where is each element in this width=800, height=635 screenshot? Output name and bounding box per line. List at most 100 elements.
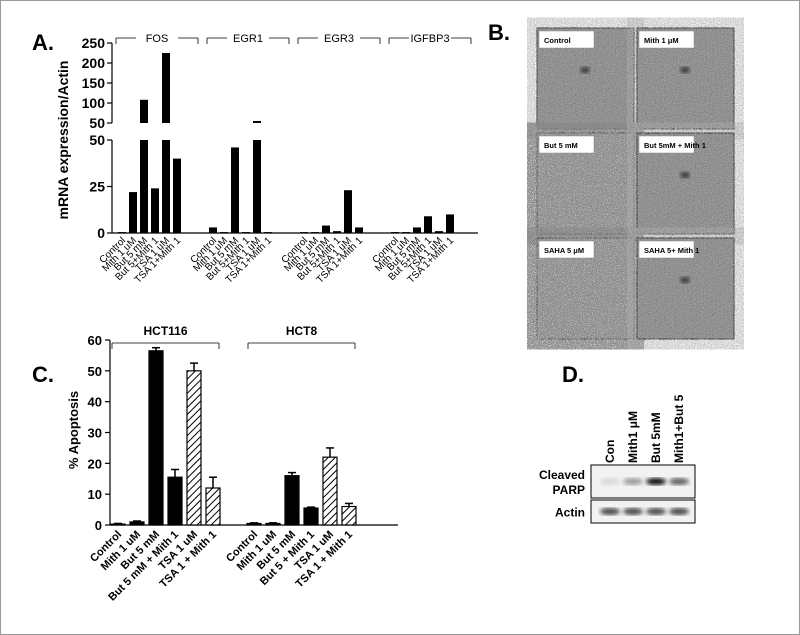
panel-letter: A. bbox=[32, 30, 54, 55]
micrograph-spot bbox=[680, 172, 690, 178]
bar bbox=[220, 232, 228, 233]
blot-band bbox=[600, 508, 620, 515]
bar bbox=[300, 232, 308, 233]
group-label: HCT116 bbox=[143, 324, 187, 338]
y-tick-label: 200 bbox=[82, 55, 106, 71]
bar bbox=[355, 227, 363, 233]
bar bbox=[303, 507, 319, 526]
blot-row-label: PARP bbox=[553, 483, 585, 497]
micrograph-label: But 5mM + Mith 1 bbox=[644, 141, 706, 150]
micrograph-label: SAHA 5+ Mith 1 bbox=[644, 246, 699, 255]
blot-row-label: Actin bbox=[555, 506, 585, 520]
bar bbox=[129, 192, 137, 233]
bar bbox=[322, 225, 330, 233]
y-tick-label: 0 bbox=[97, 225, 105, 241]
legend-label: IGFBP3 bbox=[410, 33, 449, 45]
y-tick-label: 0 bbox=[95, 518, 102, 533]
micrograph-label-box bbox=[538, 240, 595, 259]
bar bbox=[333, 231, 341, 233]
bar bbox=[253, 140, 261, 233]
micrograph-spot bbox=[680, 277, 690, 283]
bar bbox=[205, 487, 221, 526]
bar bbox=[148, 350, 164, 526]
blot-row-label: Cleaved bbox=[539, 468, 585, 482]
lane-label: Mith1+But 5 bbox=[672, 394, 686, 463]
bar bbox=[311, 232, 319, 233]
micrograph-label: But 5 mM bbox=[544, 141, 578, 150]
blot-band bbox=[623, 478, 643, 485]
bracket-gap bbox=[409, 30, 451, 44]
bar bbox=[140, 140, 148, 233]
blot-band bbox=[600, 478, 620, 485]
y-axis-label: % Apoptosis bbox=[66, 391, 81, 469]
micrograph-label-box bbox=[638, 30, 695, 49]
bar bbox=[173, 158, 181, 233]
bar bbox=[435, 231, 443, 233]
bar bbox=[402, 232, 410, 233]
y-tick-label: 25 bbox=[89, 179, 105, 195]
lane-label: Mith1 μM bbox=[626, 411, 640, 463]
bar bbox=[284, 475, 300, 526]
panel-letter: B. bbox=[488, 20, 510, 45]
bar bbox=[322, 456, 338, 526]
bar bbox=[129, 521, 145, 526]
micrograph-spot bbox=[580, 67, 590, 73]
bar bbox=[246, 522, 262, 526]
y-axis-label: mRNA expression/Actin bbox=[55, 61, 71, 220]
bar bbox=[344, 190, 352, 233]
micrograph-label-box bbox=[538, 30, 595, 49]
y-tick-label: 100 bbox=[82, 95, 106, 111]
panel-letter: D. bbox=[562, 362, 584, 387]
bar bbox=[162, 140, 170, 233]
y-tick-label: 40 bbox=[88, 395, 102, 410]
micrograph-label-box bbox=[638, 135, 695, 154]
bar bbox=[186, 370, 202, 526]
y-tick-label: 150 bbox=[82, 75, 106, 91]
y-tick-label: 20 bbox=[88, 456, 102, 471]
blot-band bbox=[646, 508, 666, 515]
y-tick-label: 60 bbox=[88, 333, 102, 348]
bar bbox=[231, 147, 239, 233]
bar bbox=[424, 216, 432, 233]
micrograph-label: Mith 1 μM bbox=[644, 36, 679, 45]
bar bbox=[151, 188, 159, 233]
y-tick-label: 10 bbox=[88, 487, 102, 502]
micrograph-label-box bbox=[538, 135, 595, 154]
blot-band bbox=[669, 478, 689, 485]
lane-label: But 5mM bbox=[649, 412, 663, 463]
bar bbox=[242, 232, 250, 233]
bracket-gap bbox=[227, 30, 269, 44]
bracket-gap bbox=[136, 30, 178, 44]
micrograph-label-box bbox=[638, 240, 695, 259]
bracket-gap bbox=[318, 30, 360, 44]
bar bbox=[118, 232, 126, 233]
y-tick-label: 50 bbox=[89, 132, 105, 148]
bar bbox=[162, 53, 170, 123]
bar bbox=[413, 227, 421, 233]
bar bbox=[264, 232, 272, 233]
bar bbox=[209, 227, 217, 233]
group-label: HCT8 bbox=[286, 324, 318, 338]
bar bbox=[110, 523, 126, 526]
bar bbox=[391, 232, 399, 233]
legend-label: EGR3 bbox=[324, 33, 354, 45]
lane-label: Con bbox=[603, 440, 617, 463]
panel-letter: C. bbox=[32, 362, 54, 387]
blot-band bbox=[669, 508, 689, 515]
bar bbox=[446, 214, 454, 233]
blot-band bbox=[623, 508, 643, 515]
bar bbox=[253, 121, 261, 123]
y-tick-label: 50 bbox=[88, 364, 102, 379]
y-tick-label: 30 bbox=[88, 426, 102, 441]
micrograph-label: SAHA 5 μM bbox=[544, 246, 584, 255]
legend-label: EGR1 bbox=[233, 33, 263, 45]
bar bbox=[265, 522, 281, 526]
legend-label: FOS bbox=[146, 33, 169, 45]
y-tick-label: 50 bbox=[89, 115, 105, 131]
micrograph-label: Control bbox=[544, 36, 571, 45]
blot-band bbox=[646, 478, 666, 485]
y-tick-label: 250 bbox=[82, 35, 106, 51]
bar bbox=[341, 505, 357, 526]
bar bbox=[167, 476, 183, 526]
